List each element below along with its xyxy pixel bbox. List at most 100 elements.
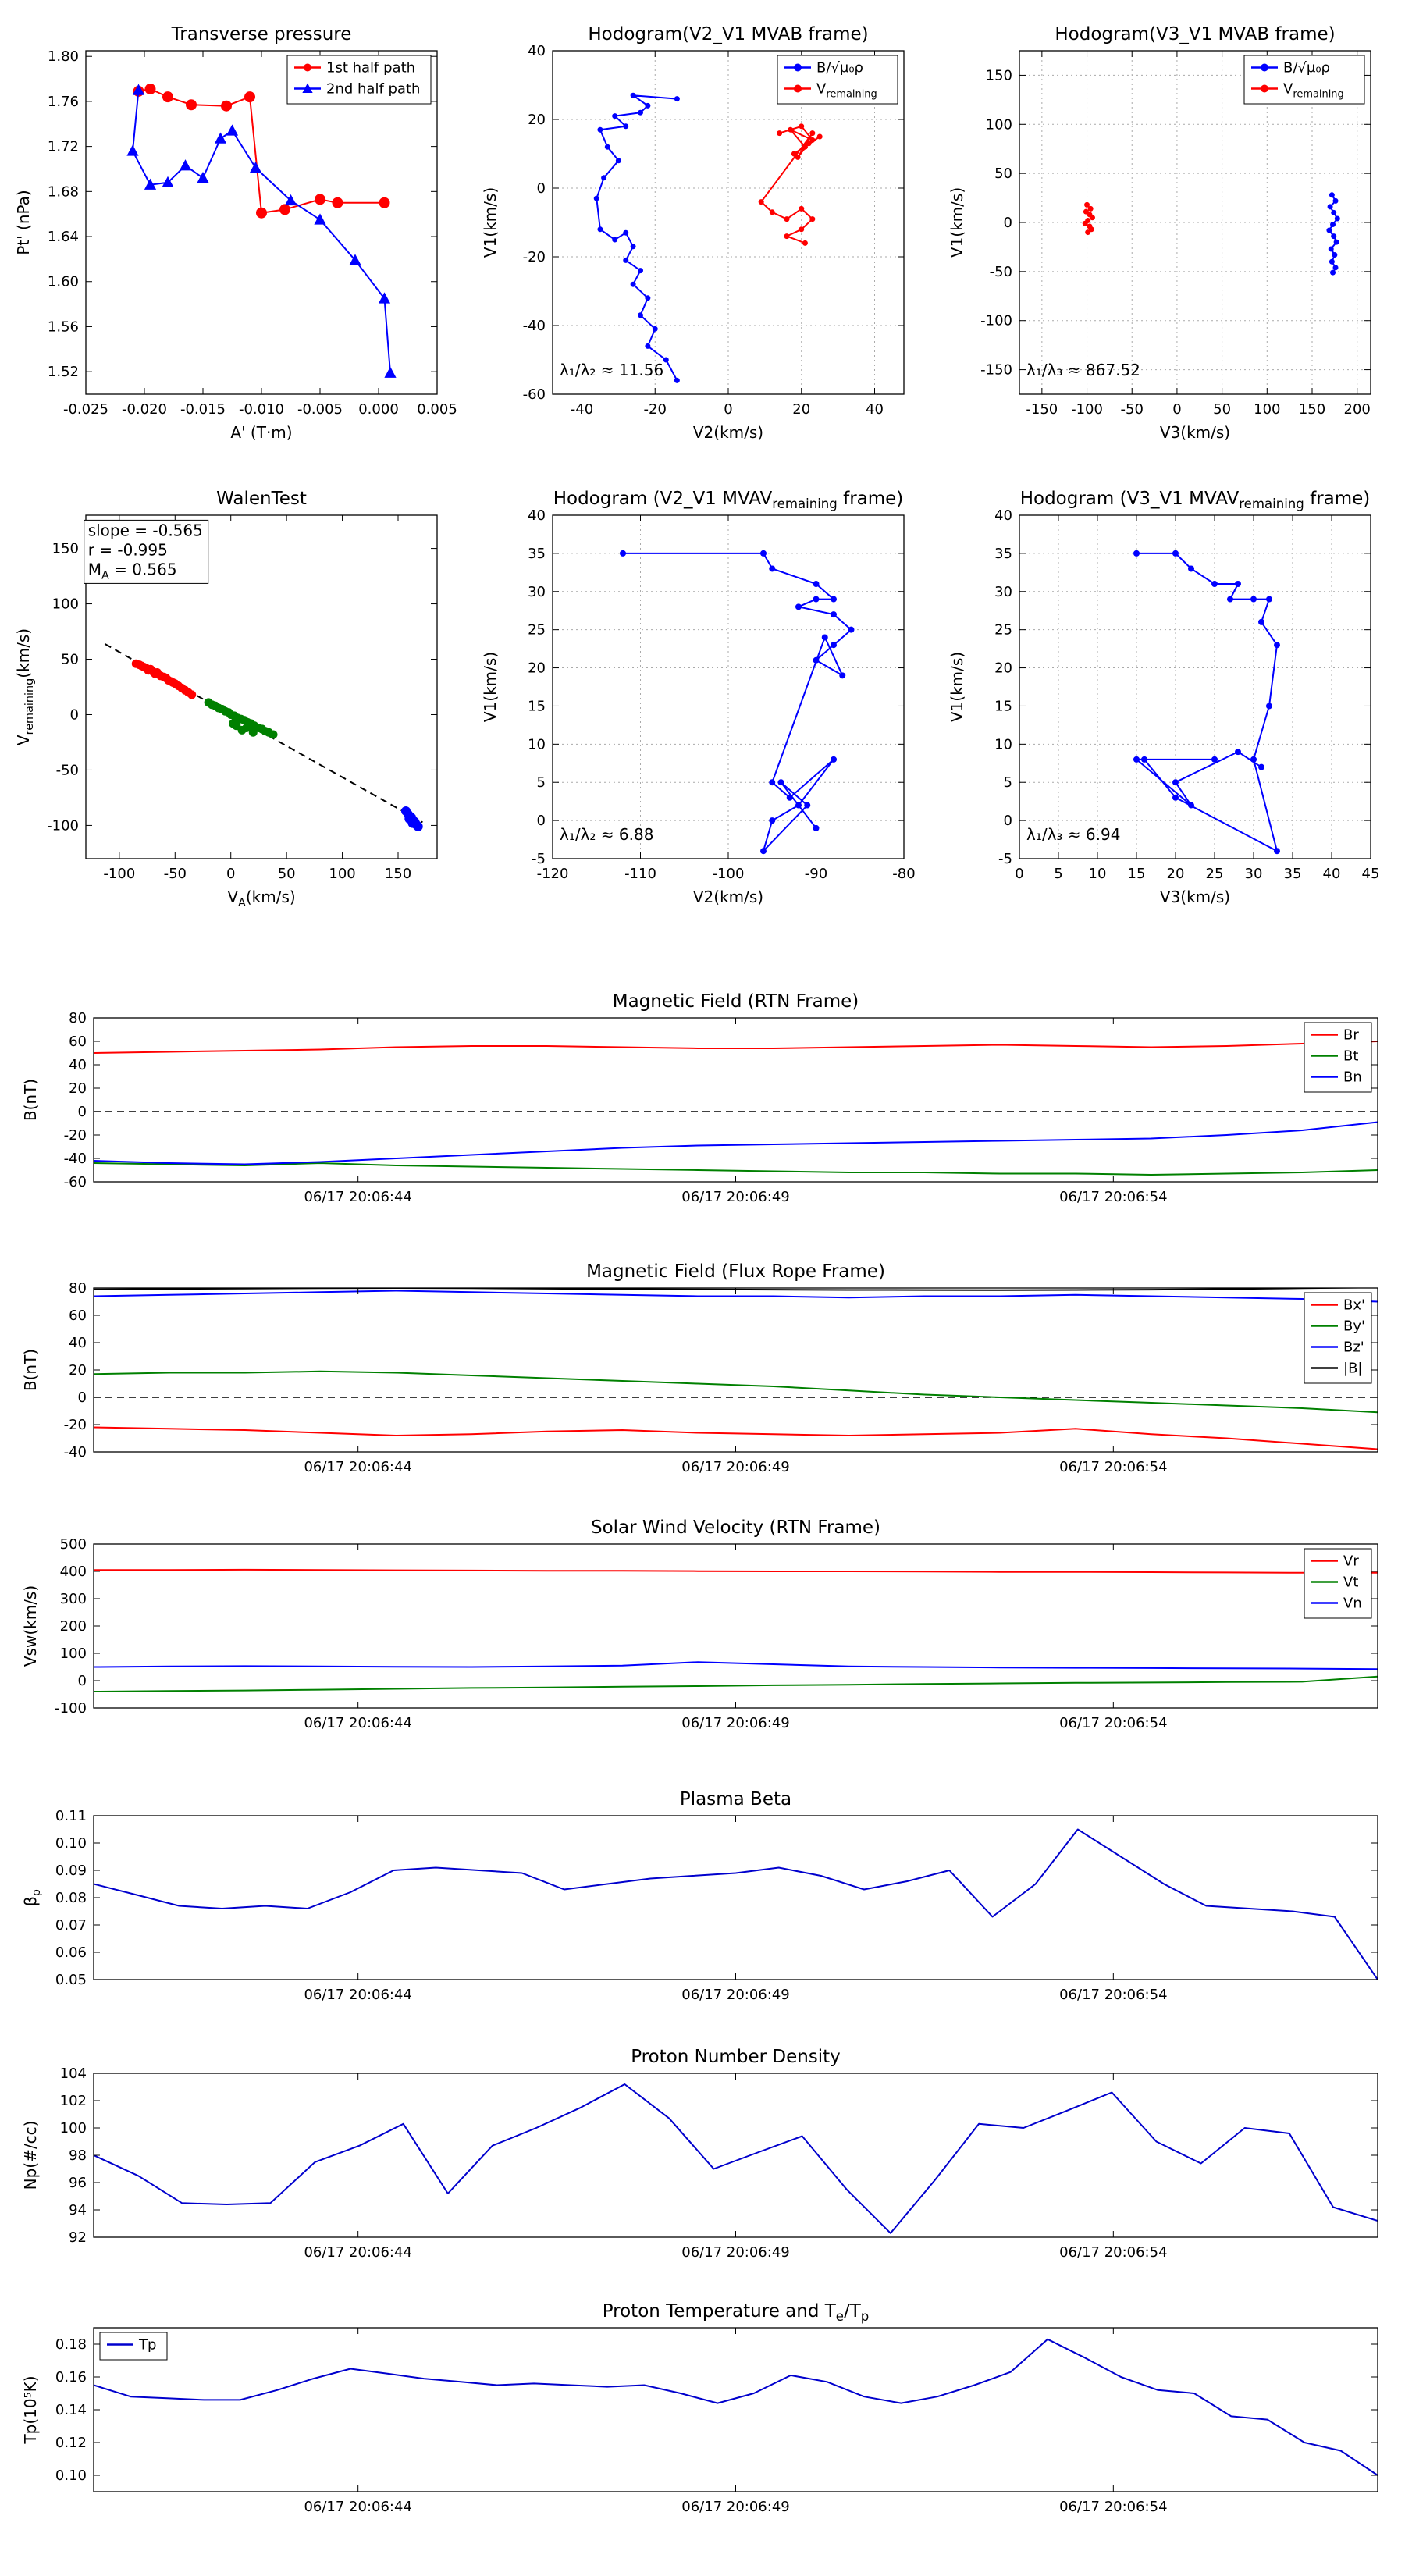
x-tick-label: 06/17 20:06:44 (304, 1459, 411, 1475)
axes-frame (85, 514, 438, 859)
x-tick-label: 0 (226, 866, 235, 882)
panel-background (16, 1783, 1389, 2017)
panel-background (16, 2041, 1389, 2275)
axis-ticks: -0.025 -0.020 -0.015 -0.010 -0.005 0.000 0.005… (48, 48, 457, 418)
y-tick-label: 0 (1004, 813, 1012, 829)
axis-ticks: -120 -110 -100 -90 -80 -5 0 5 10 15 20 25 30 35 40 (528, 507, 916, 882)
x-tick-label: 15 (1128, 866, 1146, 882)
x-tick-label: -110 (624, 866, 656, 882)
axis-ticks: 06/17 20:06:44 06/17 20:06:49 06/17 20:06:… (55, 2328, 1378, 2515)
y-tick-label: 10 (994, 736, 1012, 753)
chart-title: Magnetic Field (Flux Rope Frame) (586, 1261, 885, 1282)
axis-ticks: 06/17 20:06:44 06/17 20:06:49 06/17 20:06:… (64, 1010, 1378, 1205)
legend-label: Tp (138, 2337, 156, 2354)
y-axis-label: Vsw(km/s) (21, 1585, 40, 1667)
y-tick-label: 35 (528, 546, 546, 562)
y-tick-label: -20 (64, 1127, 87, 1144)
x-axis-label: VA(km/s) (227, 888, 295, 909)
legend: 1st half path 2nd half path (286, 55, 432, 105)
x-tick-label: -0.025 (63, 401, 108, 418)
x-tick-label: -0.010 (239, 401, 284, 418)
x-tick-label: -150 (1026, 401, 1058, 418)
chart-proton-temperature: 06/17 20:06:44 06/17 20:06:49 06/17 20:06:… (16, 2295, 1389, 2529)
x-tick-label: -90 (805, 866, 827, 882)
legend: Bx' By' Bz' |B| (1304, 1292, 1372, 1384)
series-line-B-alfven (596, 94, 678, 381)
y-tick-label: 100 (60, 2120, 87, 2137)
y-tick-label: 20 (994, 660, 1012, 677)
y-axis-label: Pt' (nPa) (14, 190, 33, 254)
y-tick-label: 20 (69, 1362, 87, 1379)
chart-magnetic-field-flux-rope: 06/17 20:06:44 06/17 20:06:49 06/17 20:06:… (16, 1255, 1389, 1489)
chart-magnetic-field-rtn: 06/17 20:06:44 06/17 20:06:49 06/17 20:06:… (16, 985, 1389, 1219)
y-tick-label: 80 (69, 1280, 87, 1297)
annotation-text: slope = -0.565 (88, 521, 203, 539)
x-tick-label: -100 (713, 866, 745, 882)
y-tick-label: 0 (78, 1673, 87, 1689)
annotation-text: λ₁/λ₃ ≈ 867.52 (1026, 361, 1140, 379)
chart-walen-test: -100 -50 0 50 100 150 -100 -50 0 50 100 150 WalenTes… (12, 476, 457, 913)
series-line-Tp (94, 2338, 1378, 2476)
legend-label: Vn (1343, 1596, 1362, 1612)
y-tick-label: 100 (52, 596, 79, 613)
annotation: λ₁/λ₂ ≈ 6.88 (560, 825, 653, 844)
plot-area-series (94, 1828, 1378, 1980)
y-axis-label: βp (21, 1889, 43, 1906)
series-line-Br (94, 1041, 1378, 1054)
chart-solar-wind-velocity: 06/17 20:06:44 06/17 20:06:49 06/17 20:06:… (16, 1511, 1389, 1745)
plot-area-series (593, 92, 823, 383)
chart-magnetic-field-rtn-svg: 06/17 20:06:44 06/17 20:06:49 06/17 20:06:… (16, 985, 1389, 1219)
axes-frame (1019, 514, 1371, 859)
y-tick-label: 20 (528, 660, 546, 677)
x-tick-label: 06/17 20:06:44 (304, 1715, 411, 1731)
y-tick-label: 0.06 (55, 1944, 87, 1961)
y-tick-label: 40 (528, 507, 546, 524)
y-tick-label: 30 (528, 584, 546, 600)
y-tick-label: -50 (990, 264, 1012, 280)
x-tick-label: 06/17 20:06:49 (681, 2244, 789, 2261)
x-tick-label: 40 (1323, 866, 1341, 882)
x-tick-label: 06/17 20:06:44 (304, 2499, 411, 2515)
x-tick-label: 100 (1254, 401, 1280, 418)
chart-hodogram-v3v1-mvav: 0 5 10 15 20 25 30 35 40 45 -5 0 5 10 15 20 25 30 35 40 Hodo… (945, 476, 1390, 913)
annotation: λ₁/λ₃ ≈ 867.52 (1026, 361, 1140, 379)
y-tick-label: -5 (532, 851, 546, 867)
annotation-text: λ₁/λ₂ ≈ 6.88 (560, 825, 653, 844)
x-axis-label: V2(km/s) (693, 888, 763, 906)
plot-area-series (126, 84, 397, 378)
annotation-text: λ₁/λ₃ ≈ 6.94 (1026, 825, 1120, 844)
x-tick-label: -100 (1071, 401, 1103, 418)
axis-ticks: -150 -100 -50 0 50 100 150 200 -150 -100 -50 0 50 100… (980, 51, 1371, 418)
legend-label: Bt (1343, 1048, 1358, 1065)
y-tick-label: 0.16 (55, 2369, 87, 2386)
x-tick-label: 50 (278, 866, 296, 882)
chart-plasma-beta-svg: 06/17 20:06:44 06/17 20:06:49 06/17 20:06:… (16, 1783, 1389, 2017)
x-tick-label: 25 (1206, 866, 1224, 882)
chart-title: Hodogram(V3_V1 MVAB frame) (1055, 24, 1335, 44)
x-tick-label: 20 (792, 401, 810, 418)
y-tick-label: 0.08 (55, 1890, 87, 1906)
series-markers-first-half-points (131, 659, 197, 699)
chart-hodogram-v2v1-mvav-svg: -120 -110 -100 -90 -80 -5 0 5 10 15 20 25 30 35 40 Hodo… (478, 476, 923, 913)
legend-label: |B| (1343, 1361, 1362, 1377)
x-tick-label: 20 (1167, 866, 1185, 882)
y-axis-label: V1(km/s) (948, 652, 966, 722)
y-tick-label: 1.80 (48, 48, 79, 65)
annotation: λ₁/λ₃ ≈ 6.94 (1026, 825, 1120, 844)
y-tick-label: 98 (69, 2147, 87, 2164)
plot-area-series (620, 550, 855, 855)
y-tick-label: 40 (528, 43, 546, 59)
y-tick-label: 50 (994, 165, 1012, 182)
series-line-Vt (94, 1675, 1378, 1692)
y-axis-label: Np(#/cc) (21, 2121, 40, 2190)
chart-proton-number-density: 06/17 20:06:44 06/17 20:06:49 06/17 20:06:… (16, 2041, 1389, 2275)
y-tick-label: 92 (69, 2229, 87, 2246)
x-tick-label: 06/17 20:06:44 (304, 1987, 411, 2003)
series-line-Bz-prime (94, 1290, 1378, 1303)
x-tick-label: 06/17 20:06:54 (1059, 2499, 1167, 2515)
legend-label: B/√μ₀ρ (1283, 60, 1330, 76)
y-tick-label: 5 (1004, 774, 1012, 791)
y-tick-label: 100 (986, 116, 1012, 133)
y-tick-label: -40 (523, 318, 546, 334)
